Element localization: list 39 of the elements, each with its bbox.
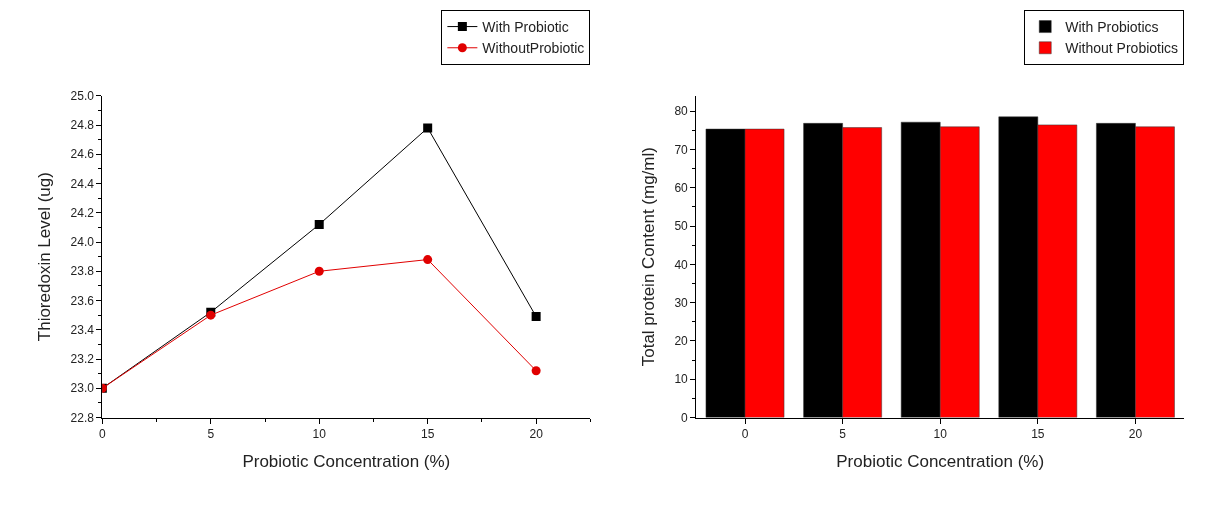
y-tick-label: 23.0 (70, 381, 95, 396)
x-tick-label: 15 (421, 426, 435, 441)
x-tick-label: 20 (529, 426, 544, 441)
y-tick-label: 24.4 (70, 176, 95, 191)
y-tick-label: 30 (674, 295, 689, 310)
x-tick-label: 0 (741, 426, 749, 441)
x-tick-label: 10 (312, 426, 327, 441)
y-tick-label: 10 (674, 372, 689, 387)
x-tick-label: 5 (839, 426, 847, 441)
y-tick-label: 80 (674, 104, 689, 119)
y-tick-label: 24.8 (70, 118, 95, 133)
y-axis-title: Total protein Content (mg/ml) (638, 147, 658, 367)
y-tick-label: 23.6 (70, 293, 95, 308)
y-tick-label: 50 (674, 219, 689, 234)
y-tick-label: 0 (681, 410, 689, 425)
x-axis-title: Probiotic Concentration (%) (836, 452, 1045, 472)
x-tick-label: 10 (933, 426, 948, 441)
y-tick-label: 23.2 (70, 352, 95, 367)
x-tick-label: 5 (207, 426, 215, 441)
legend-label: WithoutProbiotic (482, 40, 585, 57)
legend-label: With Probiotics (1065, 19, 1159, 36)
y-tick-label: 23.8 (70, 264, 95, 279)
x-tick-label: 0 (98, 426, 106, 441)
y-tick-label: 25.0 (70, 88, 95, 103)
y-tick-label: 70 (674, 142, 689, 157)
x-tick-label: 20 (1128, 426, 1143, 441)
legend-label: Without Probiotics (1065, 40, 1179, 57)
x-axis-title: Probiotic Concentration (%) (242, 452, 451, 472)
y-tick-label: 22.8 (70, 410, 95, 425)
y-tick-label: 24.6 (70, 147, 95, 162)
y-tick-label: 24.2 (70, 205, 95, 220)
legend-label: With Probiotic (482, 19, 569, 36)
y-tick-label: 40 (674, 257, 689, 272)
x-tick-label: 15 (1031, 426, 1045, 441)
y-axis-title: Thioredoxin Level (ug) (35, 172, 55, 342)
y-tick-label: 20 (674, 334, 689, 349)
y-tick-label: 23.4 (70, 322, 95, 337)
y-tick-label: 24.0 (70, 235, 95, 250)
y-tick-label: 60 (674, 180, 689, 195)
